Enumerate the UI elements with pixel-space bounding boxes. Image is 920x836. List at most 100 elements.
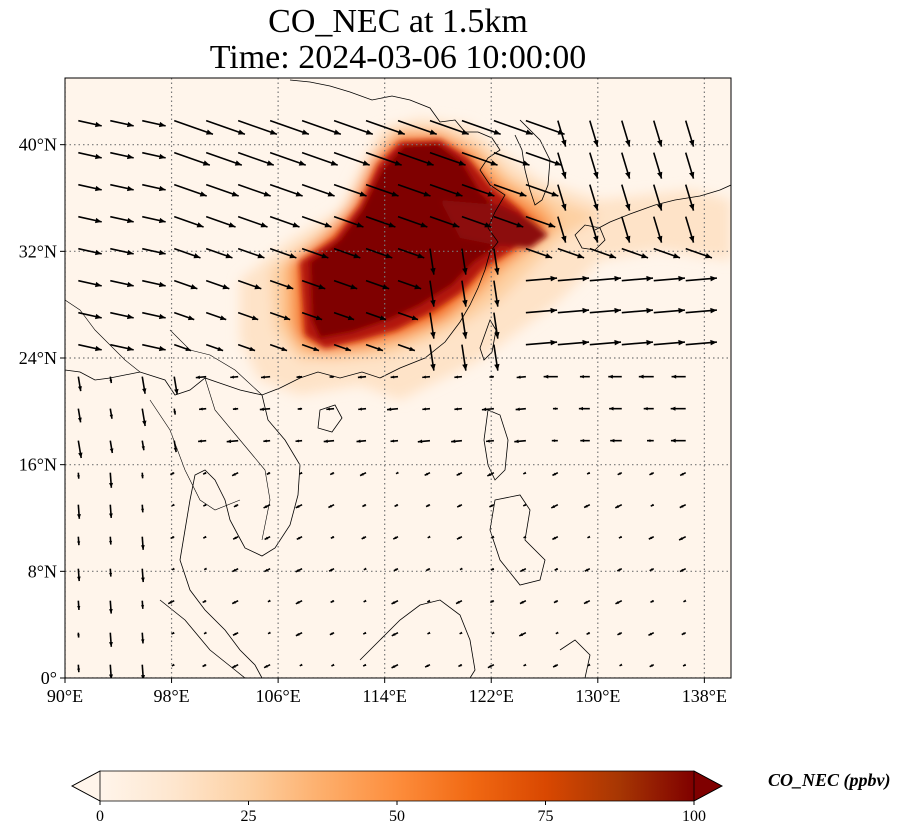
wind-arrow (267, 599, 271, 603)
wind-arrow (684, 184, 695, 211)
wind-arrow (523, 535, 527, 539)
wind-arrow (652, 152, 663, 179)
wind-arrow (141, 600, 145, 609)
wind-arrow (393, 567, 399, 572)
wind-arrow (681, 631, 687, 636)
wind-arrow (110, 151, 134, 160)
wind-arrow (456, 535, 463, 540)
wind-arrow (429, 183, 463, 197)
border-thailand (149, 399, 241, 511)
wind-arrow (266, 471, 271, 476)
wind-arrow (295, 631, 303, 637)
wind-arrow (679, 471, 687, 477)
wind-arrow (621, 275, 654, 282)
wind-arrow (461, 215, 492, 228)
wind-arrow (295, 599, 303, 605)
wind-arrow (203, 567, 208, 571)
wind-arrow (77, 440, 83, 459)
wind-arrow (142, 311, 166, 320)
wind-arrow (361, 535, 367, 540)
wind-arrow (296, 375, 303, 379)
wind-arrow (514, 439, 526, 444)
wind-arrow (523, 663, 527, 667)
wind-arrow (515, 407, 526, 411)
wind-arrow (646, 439, 654, 443)
wind-arrow (108, 472, 114, 488)
wind-arrow (578, 406, 590, 411)
coastline-japan-kyushu (574, 224, 606, 251)
wind-arrow (173, 279, 198, 290)
wind-arrow (109, 568, 113, 577)
wind-arrow (365, 151, 402, 166)
wind-arrow (237, 119, 278, 135)
wind-arrow (205, 311, 227, 321)
wind-arrow (110, 183, 134, 192)
wind-arrow (205, 119, 246, 135)
wind-arrow (173, 440, 178, 453)
wind-arrow (267, 631, 271, 635)
wind-arrow (269, 343, 288, 352)
wind-arrow (171, 503, 175, 507)
lat-tick-label: 24°N (19, 348, 57, 368)
wind-arrow (397, 151, 434, 166)
gridlines (65, 78, 731, 678)
wind-arrow (264, 567, 271, 573)
wind-arrow (493, 183, 527, 197)
wind-arrow (589, 152, 599, 179)
wind-arrow (557, 120, 567, 147)
wind-arrow (525, 247, 553, 259)
wind-arrow (391, 631, 399, 637)
lat-tick-label: 0° (41, 668, 57, 688)
coastline-borneo (359, 599, 476, 678)
wind-arrow (78, 183, 102, 192)
wind-arrow (417, 439, 431, 444)
wind-arrow (263, 663, 271, 669)
wind-arrow (226, 439, 239, 444)
wind-arrow (429, 248, 436, 275)
wind-arrow (333, 311, 355, 321)
wind-arrow (461, 344, 468, 371)
wind-arrow (167, 599, 175, 605)
wind-arrow (683, 599, 687, 603)
wind-arrow (586, 471, 591, 475)
wind-arrow (461, 151, 498, 166)
wind-arrow (231, 663, 239, 669)
wind-arrow (493, 344, 500, 371)
wind-arrow (237, 151, 275, 166)
wind-arrow (455, 599, 463, 605)
coastline-sulawesi (559, 639, 591, 678)
wind-arrow (618, 535, 623, 539)
wind-arrow (386, 407, 399, 412)
wind-arrow (583, 503, 591, 509)
wind-arrow (616, 567, 623, 572)
wind-arrow (202, 663, 207, 668)
wind-arrow (363, 567, 367, 571)
wind-arrow (425, 503, 431, 508)
lon-tick-label: 122°E (469, 686, 514, 706)
wind-arrow (232, 567, 239, 573)
wind-arrow (205, 279, 230, 290)
lon-tick-label: 98°E (153, 686, 189, 706)
wind-arrow (426, 599, 431, 603)
wind-arrow (141, 504, 145, 513)
wind-arrow (263, 439, 271, 443)
wind-arrow (173, 408, 177, 415)
wind-arrow (77, 504, 81, 519)
wind-arrow (395, 471, 399, 475)
wind-arrow (295, 439, 303, 443)
wind-arrow (621, 339, 654, 346)
wind-arrow (551, 439, 558, 443)
wind-arrow (171, 567, 175, 571)
wind-arrow (422, 407, 431, 411)
lat-tick-label: 16°N (19, 455, 57, 475)
wind-arrow (77, 536, 81, 546)
wind-arrow (557, 216, 567, 243)
wind-arrow (205, 247, 233, 259)
lon-tick-label: 90°E (47, 686, 83, 706)
wind-arrow (269, 279, 294, 290)
wind-arrow (260, 375, 271, 379)
wind-arrow (358, 407, 367, 411)
wind-arrow (237, 215, 268, 228)
wind-arrow (424, 663, 431, 668)
wind-arrow (365, 311, 387, 321)
